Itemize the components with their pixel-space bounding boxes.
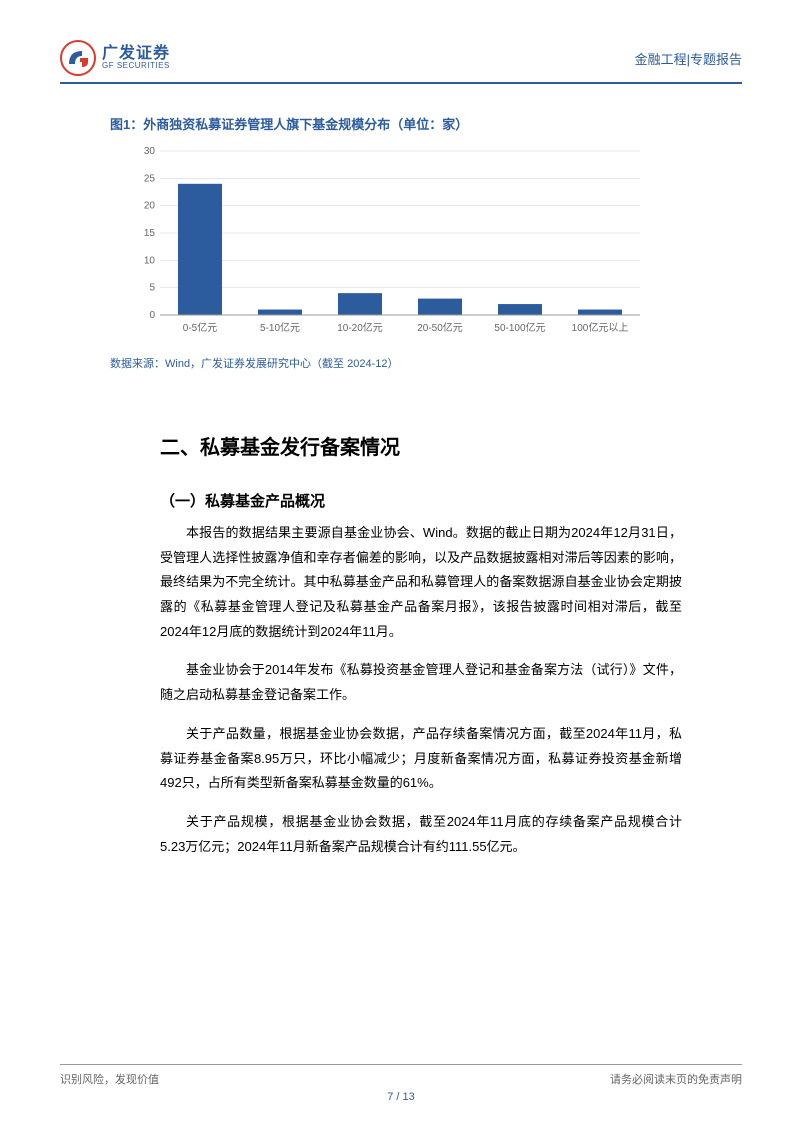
chart-block: 图1：外商独资私募证券管理人旗下基金规模分布（单位：家） 0 5 10 15 20 25 3… xyxy=(110,114,692,371)
logo-en: GF SECURITIES xyxy=(102,62,170,71)
svg-text:100亿元以上: 100亿元以上 xyxy=(572,321,629,334)
bar xyxy=(578,310,622,315)
footer-left: 识别风险，发现价值 xyxy=(60,1071,159,1087)
svg-text:5: 5 xyxy=(149,283,155,294)
svg-text:5-10亿元: 5-10亿元 xyxy=(260,321,300,334)
bar-chart: 0 5 10 15 20 25 30 0-5亿元 5-10亿元 10-20亿元 20-50亿元 50-… xyxy=(130,143,692,343)
bar xyxy=(258,310,302,315)
bar xyxy=(498,304,542,315)
section-heading: 二、私募基金发行备案情况 xyxy=(160,431,742,460)
logo-text: 广发证券 GF SECURITIES xyxy=(102,45,170,71)
page: 广发证券 GF SECURITIES 金融工程|专题报告 图1：外商独资私募证券… xyxy=(0,0,802,1133)
header-category: 金融工程|专题报告 xyxy=(635,49,742,68)
bar-chart-svg: 0 5 10 15 20 25 30 0-5亿元 5-10亿元 10-20亿元 20-50亿元 50-… xyxy=(130,143,650,343)
chart-source: 数据来源：Wind，广发证券发展研究中心（截至 2024-12） xyxy=(110,355,692,371)
bar xyxy=(418,299,462,315)
page-header: 广发证券 GF SECURITIES 金融工程|专题报告 xyxy=(60,40,742,84)
footer-right: 请务必阅读末页的免责声明 xyxy=(610,1071,742,1087)
footer-row: 识别风险，发现价值 请务必阅读末页的免责声明 xyxy=(60,1071,742,1087)
footer-page: 7 / 13 xyxy=(60,1091,742,1103)
body-para: 本报告的数据结果主要源自基金业协会、Wind。数据的截止日期为2024年12月3… xyxy=(160,521,682,644)
svg-text:10: 10 xyxy=(144,255,156,266)
svg-text:0-5亿元: 0-5亿元 xyxy=(183,321,217,334)
svg-text:15: 15 xyxy=(144,228,156,239)
page-footer: 识别风险，发现价值 请务必阅读末页的免责声明 7 / 13 xyxy=(60,1064,742,1103)
svg-text:50-100亿元: 50-100亿元 xyxy=(494,321,545,334)
svg-text:20-50亿元: 20-50亿元 xyxy=(417,321,463,334)
svg-text:10-20亿元: 10-20亿元 xyxy=(337,321,383,334)
svg-text:25: 25 xyxy=(144,173,156,184)
svg-text:0: 0 xyxy=(149,310,155,321)
bar xyxy=(338,293,382,315)
footer-rule xyxy=(60,1064,742,1065)
svg-text:20: 20 xyxy=(144,201,156,212)
logo-cn: 广发证券 xyxy=(102,45,170,63)
body-para: 关于产品数量，根据基金业协会数据，产品存续备案情况方面，截至2024年11月，私… xyxy=(160,722,682,796)
body-para: 关于产品规模，根据基金业协会数据，截至2024年11月底的存续备案产品规模合计5… xyxy=(160,810,682,859)
subsection-heading: （一）私募基金产品概况 xyxy=(160,490,742,511)
chart-title: 图1：外商独资私募证券管理人旗下基金规模分布（单位：家） xyxy=(110,114,692,133)
body-para: 基金业协会于2014年发布《私募投资基金管理人登记和基金备案方法（试行）》文件，… xyxy=(160,658,682,707)
svg-text:30: 30 xyxy=(144,146,156,157)
logo: 广发证券 GF SECURITIES xyxy=(60,40,170,76)
logo-icon xyxy=(60,40,96,76)
bar xyxy=(178,184,222,315)
